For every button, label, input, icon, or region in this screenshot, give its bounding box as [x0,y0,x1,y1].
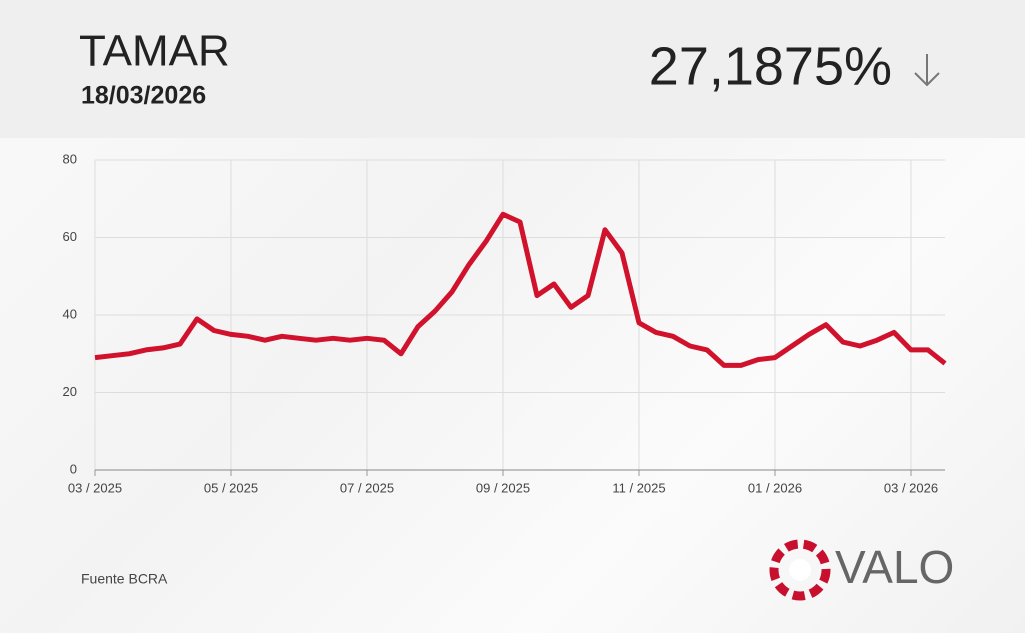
brand: VALO [835,541,954,593]
y-tick-label: 0 [70,461,77,476]
current-value: 27,1875% [649,36,892,96]
data-line [94,211,947,368]
x-tick-label: 07 / 2025 [340,480,394,495]
x-tick-label: 09 / 2025 [476,480,530,495]
y-tick-label: 60 [63,229,77,244]
x-tick-label: 03 / 2026 [884,480,938,495]
down-arrow [914,54,940,87]
y-tick-label: 40 [63,306,77,321]
x-tick-label: 03 / 2025 [68,480,122,495]
date: 18/03/2026 [81,82,206,110]
y-tick-label: 20 [63,384,77,399]
source: Fuente BCRA [81,571,168,587]
x-tick-label: 01 / 2026 [748,480,802,495]
header-band [0,0,1025,138]
y-tick-label: 80 [63,151,77,166]
x-tick-label: 05 / 2025 [204,480,258,495]
x-tick-label: 11 / 2025 [612,480,665,495]
title: TAMAR [79,27,230,76]
logo-icon [769,539,831,601]
